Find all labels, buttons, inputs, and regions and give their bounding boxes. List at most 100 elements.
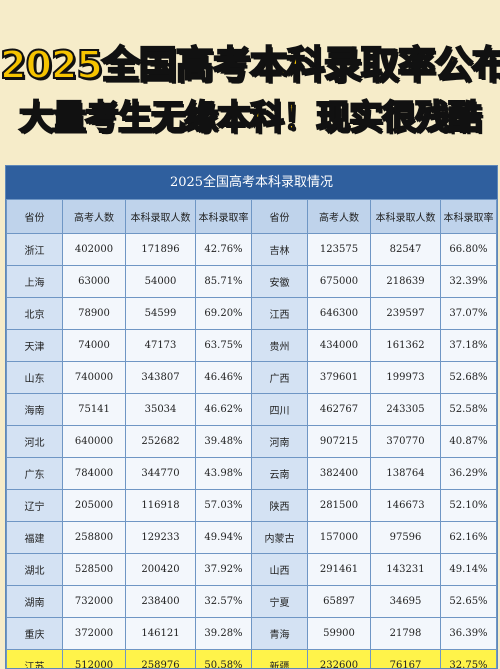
cell-rate: 63.75% xyxy=(196,330,252,362)
cell-admitted: 82547 xyxy=(371,234,441,266)
cell-admitted: 129233 xyxy=(126,522,196,554)
cell-rate: 50.58% xyxy=(196,650,252,669)
cell-exam-takers: 434000 xyxy=(308,330,371,362)
cell-exam-takers: 462767 xyxy=(308,394,371,426)
cell-province: 宁夏 xyxy=(252,586,308,618)
cell-province: 广西 xyxy=(252,362,308,394)
cell-rate: 46.46% xyxy=(196,362,252,394)
cell-province: 云南 xyxy=(252,458,308,490)
headline-line-1: 2025全国高考本科录取率公布 xyxy=(0,34,500,89)
cell-rate: 37.18% xyxy=(441,330,497,362)
cell-province: 河南 xyxy=(252,426,308,458)
cell-province: 山东 xyxy=(7,362,63,394)
cell-admitted: 252682 xyxy=(126,426,196,458)
cell-rate: 62.16% xyxy=(441,522,497,554)
cell-province: 陕西 xyxy=(252,490,308,522)
cell-exam-takers: 63000 xyxy=(63,266,126,298)
cell-exam-takers: 646300 xyxy=(308,298,371,330)
cell-admitted: 370770 xyxy=(371,426,441,458)
header-admitted: 本科录取人数 xyxy=(126,200,196,234)
cell-exam-takers: 157000 xyxy=(308,522,371,554)
banner: 2025全国高考本科录取率公布 大量考生无缘本科！现实很残酷 xyxy=(0,0,500,160)
header-rate: 本科录取率 xyxy=(441,200,497,234)
table-title: 2025全国高考本科录取情况 xyxy=(6,166,497,199)
cell-admitted: 138764 xyxy=(371,458,441,490)
cell-exam-takers: 675000 xyxy=(308,266,371,298)
cell-exam-takers: 59900 xyxy=(308,618,371,650)
cell-rate: 66.80% xyxy=(441,234,497,266)
cell-admitted: 218639 xyxy=(371,266,441,298)
cell-province: 上海 xyxy=(7,266,63,298)
admission-table-panel: 2025全国高考本科录取情况 省份 高考人数 本科录取人数 本科录取率 省份 高… xyxy=(5,165,498,669)
cell-province: 福建 xyxy=(7,522,63,554)
cell-admitted: 344770 xyxy=(126,458,196,490)
cell-province: 江苏 xyxy=(7,650,63,669)
cell-province: 山西 xyxy=(252,554,308,586)
cell-exam-takers: 379601 xyxy=(308,362,371,394)
cell-rate: 46.62% xyxy=(196,394,252,426)
cell-admitted: 200420 xyxy=(126,554,196,586)
cell-rate: 52.10% xyxy=(441,490,497,522)
cell-rate: 32.75% xyxy=(441,650,497,669)
cell-province: 安徽 xyxy=(252,266,308,298)
cell-exam-takers: 258800 xyxy=(63,522,126,554)
headline-line-2: 大量考生无缘本科！现实很残酷 xyxy=(0,90,500,139)
cell-rate: 43.98% xyxy=(196,458,252,490)
cell-admitted: 343807 xyxy=(126,362,196,394)
cell-province: 海南 xyxy=(7,394,63,426)
cell-exam-takers: 784000 xyxy=(63,458,126,490)
cell-province: 河北 xyxy=(7,426,63,458)
cell-exam-takers: 291461 xyxy=(308,554,371,586)
cell-admitted: 47173 xyxy=(126,330,196,362)
cell-exam-takers: 740000 xyxy=(63,362,126,394)
header-admitted: 本科录取人数 xyxy=(371,200,441,234)
cell-rate: 49.94% xyxy=(196,522,252,554)
cell-admitted: 161362 xyxy=(371,330,441,362)
cell-exam-takers: 78900 xyxy=(63,298,126,330)
cell-admitted: 239597 xyxy=(371,298,441,330)
cell-exam-takers: 372000 xyxy=(63,618,126,650)
cell-province: 北京 xyxy=(7,298,63,330)
cell-rate: 52.65% xyxy=(441,586,497,618)
cell-exam-takers: 528500 xyxy=(63,554,126,586)
cell-exam-takers: 512000 xyxy=(63,650,126,669)
cell-province: 湖北 xyxy=(7,554,63,586)
cell-exam-takers: 907215 xyxy=(308,426,371,458)
cell-admitted: 238400 xyxy=(126,586,196,618)
cell-province: 贵州 xyxy=(252,330,308,362)
cell-exam-takers: 123575 xyxy=(308,234,371,266)
cell-province: 湖南 xyxy=(7,586,63,618)
cell-rate: 69.20% xyxy=(196,298,252,330)
cell-province: 吉林 xyxy=(252,234,308,266)
cell-admitted: 116918 xyxy=(126,490,196,522)
cell-admitted: 258976 xyxy=(126,650,196,669)
header-exam-takers: 高考人数 xyxy=(308,200,371,234)
header-province: 省份 xyxy=(252,200,308,234)
cell-admitted: 21798 xyxy=(371,618,441,650)
cell-exam-takers: 205000 xyxy=(63,490,126,522)
cell-rate: 42.76% xyxy=(196,234,252,266)
cell-rate: 49.14% xyxy=(441,554,497,586)
cell-admitted: 76167 xyxy=(371,650,441,669)
cell-admitted: 243305 xyxy=(371,394,441,426)
cell-province: 四川 xyxy=(252,394,308,426)
cell-admitted: 35034 xyxy=(126,394,196,426)
cell-province: 江西 xyxy=(252,298,308,330)
cell-exam-takers: 640000 xyxy=(63,426,126,458)
cell-admitted: 199973 xyxy=(371,362,441,394)
cell-rate: 32.39% xyxy=(441,266,497,298)
table-header-row: 省份 高考人数 本科录取人数 本科录取率 省份 高考人数 本科录取人数 本科录取… xyxy=(7,200,497,234)
cell-province: 天津 xyxy=(7,330,63,362)
cell-province: 内蒙古 xyxy=(252,522,308,554)
